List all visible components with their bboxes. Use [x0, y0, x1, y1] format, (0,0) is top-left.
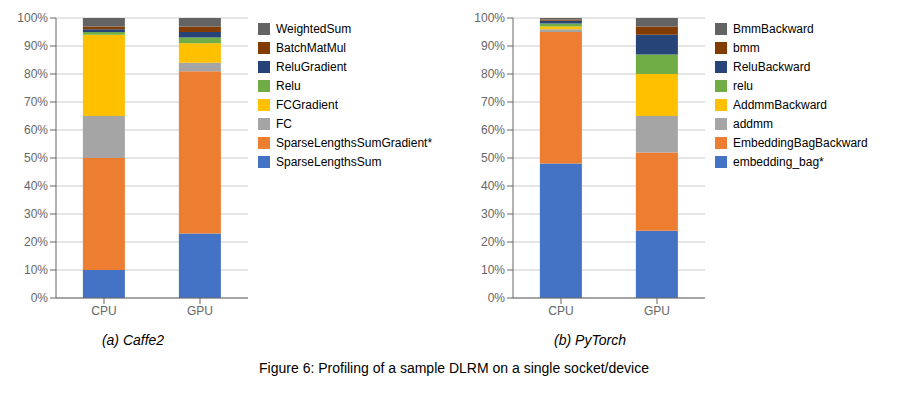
svg-text:GPU: GPU: [187, 304, 213, 318]
html-text:AddmmBackward: AddmmBackward: [733, 98, 827, 112]
svg-text:20%: 20%: [481, 235, 505, 249]
svg-text:CPU: CPU: [91, 304, 116, 318]
svg-text:GPU: GPU: [644, 304, 670, 318]
svg-text:60%: 60%: [481, 123, 505, 137]
svg-text:80%: 80%: [481, 67, 505, 81]
svg-text:70%: 70%: [24, 95, 48, 109]
svg-text:30%: 30%: [481, 207, 505, 221]
svg-text:0%: 0%: [488, 291, 506, 305]
html-text:embedding_bag*: embedding_bag*: [733, 155, 824, 169]
html-text:FC: FC: [276, 117, 292, 131]
svg-text:90%: 90%: [481, 39, 505, 53]
html-text:Figure 6: Profiling of a sampl: Figure 6: Profiling of a sample DLRM on …: [259, 360, 649, 376]
svg-text:0%: 0%: [31, 291, 49, 305]
svg-text:10%: 10%: [481, 263, 505, 277]
html-text:WeightedSum: WeightedSum: [276, 22, 352, 36]
html-text:ReluBackward: ReluBackward: [733, 60, 811, 74]
html-text:SparseLengthsSum: SparseLengthsSum: [276, 155, 382, 169]
html-text:ReluGradient: ReluGradient: [276, 60, 347, 74]
svg-text:90%: 90%: [24, 39, 48, 53]
html-text:BmmBackward: BmmBackward: [733, 22, 814, 36]
html-text:EmbeddingBagBackward: EmbeddingBagBackward: [733, 136, 868, 150]
svg-text:20%: 20%: [24, 235, 48, 249]
svg-text:CPU: CPU: [548, 304, 573, 318]
html-text:relu: relu: [733, 79, 753, 93]
svg-text:30%: 30%: [24, 207, 48, 221]
html-text:(b) PyTorch: (b) PyTorch: [554, 332, 626, 348]
html-text:Relu: Relu: [276, 79, 301, 93]
html-text:SparseLengthsSumGradient*: SparseLengthsSumGradient*: [276, 136, 433, 150]
svg-text:40%: 40%: [481, 179, 505, 193]
html-text:addmm: addmm: [733, 117, 773, 131]
html-text:BatchMatMul: BatchMatMul: [276, 41, 346, 55]
svg-text:50%: 50%: [481, 151, 505, 165]
svg-text:50%: 50%: [24, 151, 48, 165]
html-text:(a) Caffe2: (a) Caffe2: [101, 332, 165, 348]
svg-text:60%: 60%: [24, 123, 48, 137]
html-text:FCGradient: FCGradient: [276, 98, 338, 112]
html-text:bmm: bmm: [733, 41, 760, 55]
svg-text:80%: 80%: [24, 67, 48, 81]
svg-text:70%: 70%: [481, 95, 505, 109]
svg-text:10%: 10%: [24, 263, 48, 277]
svg-text:100%: 100%: [474, 11, 505, 25]
svg-text:100%: 100%: [17, 11, 48, 25]
svg-text:40%: 40%: [24, 179, 48, 193]
